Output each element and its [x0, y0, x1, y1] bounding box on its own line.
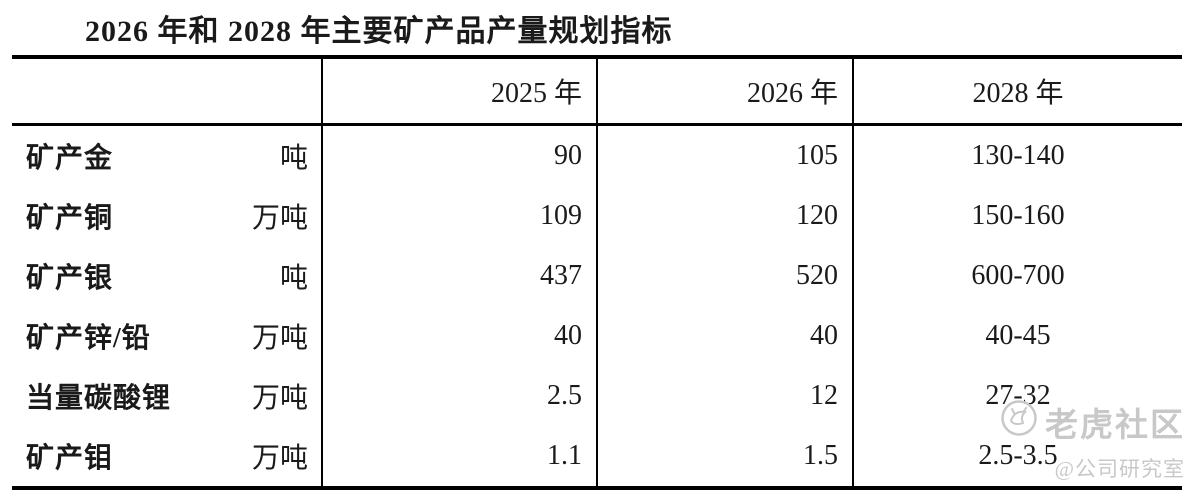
production-table: 2025 年 2026 年 2028 年 矿产金 吨 90 105 130-14… [12, 55, 1182, 490]
page-title: 2026 年和 2028 年主要矿产品产量规划指标 [85, 15, 673, 48]
value-2026: 105 [597, 124, 854, 186]
value-2026: 12 [597, 366, 854, 426]
value-2026: 520 [597, 246, 854, 306]
product-name: 矿产铜 [26, 203, 114, 234]
name-unit-cell: 矿产铜 万吨 [12, 186, 323, 246]
table-row: 矿产钼 万吨 1.1 1.5 2.5-3.5 [12, 426, 1182, 488]
table-row: 矿产银 吨 437 520 600-700 [12, 246, 1182, 306]
product-name: 矿产银 [26, 263, 114, 294]
table-row: 矿产铜 万吨 109 120 150-160 [12, 186, 1182, 246]
table-header-row: 2025 年 2026 年 2028 年 [12, 57, 1182, 126]
value-2028: 2.5-3.5 [978, 440, 1058, 471]
value-2028: 600-700 [971, 260, 1065, 291]
value-2025: 2.5 [322, 366, 598, 426]
product-unit: 吨 [279, 143, 308, 174]
header-cell-2026: 2026 年 [597, 57, 854, 126]
product-name: 矿产金 [26, 143, 114, 174]
value-2025: 90 [322, 124, 598, 186]
name-unit-cell: 当量碳酸锂 万吨 [12, 366, 323, 426]
value-2028: 150-160 [971, 200, 1065, 231]
name-unit-cell: 矿产银 吨 [12, 246, 323, 306]
value-2028: 27-32 [985, 380, 1051, 411]
value-2026: 40 [597, 306, 854, 366]
header-cell-name [12, 57, 323, 126]
value-2028: 130-140 [971, 140, 1065, 171]
table-row: 矿产金 吨 90 105 130-140 [12, 124, 1182, 186]
header-cell-2025: 2025 年 [322, 57, 598, 126]
table-row: 当量碳酸锂 万吨 2.5 12 27-32 [12, 366, 1182, 426]
value-2025: 109 [322, 186, 598, 246]
table-row: 矿产锌/铅 万吨 40 40 40-45 [12, 306, 1182, 366]
product-unit: 吨 [279, 263, 308, 294]
name-unit-cell: 矿产钼 万吨 [12, 426, 323, 488]
product-unit: 万吨 [251, 323, 308, 354]
product-unit: 万吨 [251, 443, 308, 474]
product-unit: 万吨 [251, 203, 308, 234]
product-name: 矿产钼 [26, 443, 114, 474]
value-2025: 1.1 [322, 426, 598, 488]
header-cell-2028: 2028 年 [853, 57, 1182, 126]
name-unit-cell: 矿产金 吨 [12, 124, 323, 186]
product-unit: 万吨 [251, 383, 308, 414]
value-2028: 40-45 [985, 320, 1051, 351]
value-2026: 120 [597, 186, 854, 246]
value-2025: 40 [322, 306, 598, 366]
value-2025: 437 [322, 246, 598, 306]
name-unit-cell: 矿产锌/铅 万吨 [12, 306, 323, 366]
product-name: 当量碳酸锂 [26, 383, 172, 414]
product-name: 矿产锌/铅 [26, 323, 151, 354]
value-2026: 1.5 [597, 426, 854, 488]
